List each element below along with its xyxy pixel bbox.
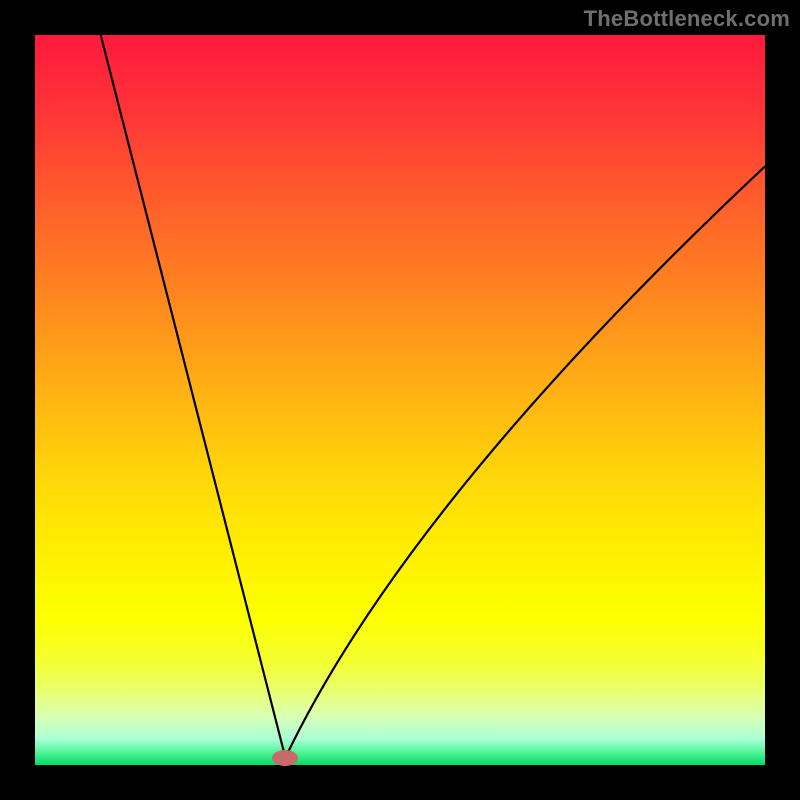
figure-root: TheBottleneck.com <box>0 0 800 800</box>
curve-path <box>101 35 765 758</box>
plot-area <box>35 35 765 765</box>
watermark-label: TheBottleneck.com <box>584 6 790 32</box>
optimum-marker <box>272 750 298 766</box>
bottleneck-curve <box>35 35 765 765</box>
